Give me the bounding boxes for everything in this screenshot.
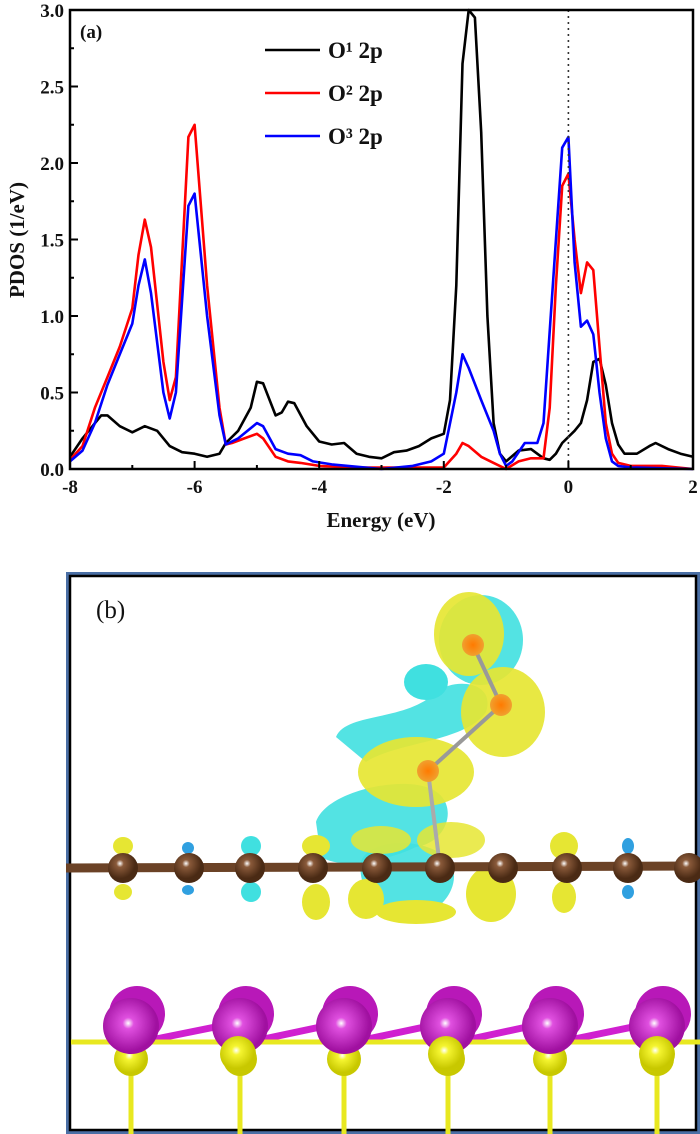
oxygen-atom [490, 694, 512, 716]
series-line-2 [69, 123, 694, 471]
carbon-atom [488, 853, 518, 883]
pdos-chart: -8 -6 -4 -2 0 2 0.0 0.5 1.0 1.5 2.0 2.5 3.0 (a) O¹ 2… [5, 1, 698, 532]
y-tick-label: 2.5 [40, 78, 64, 99]
plot-lines [68, 8, 694, 471]
legend: O¹ 2p O² 2p O³ 2p [265, 38, 383, 149]
o3-molecule [417, 634, 512, 868]
x-tick-label: 0 [564, 477, 574, 498]
molybdenum-atom [316, 998, 372, 1054]
x-tick-label: 2 [688, 477, 698, 498]
y-tick-label: 1.0 [40, 307, 64, 328]
x-axis-title: Energy (eV) [326, 508, 435, 532]
carbon-atom [362, 853, 392, 883]
charge-isosurfaces [113, 592, 634, 924]
y-axis-title: PDOS (1/eV) [5, 182, 29, 298]
oxygen-atom [417, 760, 439, 782]
molybdenum-atom [629, 998, 685, 1054]
carbon-atom [552, 853, 582, 883]
x-tick-label: -2 [436, 477, 452, 498]
legend-label-3: O³ 2p [328, 124, 383, 149]
molybdenum-atom [522, 998, 578, 1054]
y-tick-label: 0.0 [40, 460, 64, 481]
x-tick-label: -4 [311, 477, 327, 498]
graphene-layer [66, 853, 700, 883]
carbon-atom [674, 853, 700, 883]
carbon-atom [108, 853, 138, 883]
y-tick-label: 3.0 [40, 1, 64, 22]
carbon-atom [425, 853, 455, 883]
panel-label-a: (a) [80, 22, 102, 43]
y-tick-label: 2.0 [40, 154, 64, 175]
sulfur-atom [639, 1036, 675, 1072]
series-line-3 [69, 135, 694, 471]
legend-label-2: O² 2p [328, 81, 383, 106]
carbon-atom [298, 853, 328, 883]
mos2-layer [71, 986, 700, 1134]
legend-label-1: O¹ 2p [328, 38, 383, 63]
molybdenum-atom [103, 998, 159, 1054]
sulfur-atom [220, 1036, 256, 1072]
y-tick-label: 1.5 [40, 231, 64, 252]
molybdenum-atom [420, 998, 476, 1054]
charge-density-structure-image: (b) [66, 572, 700, 1134]
x-tick-label: -6 [187, 477, 203, 498]
x-tick-label: -8 [62, 477, 78, 498]
molybdenum-atom [212, 998, 268, 1054]
carbon-atom [235, 853, 265, 883]
panel-label-b: (b) [96, 597, 125, 624]
oxygen-atom [462, 634, 484, 656]
y-tick-label: 0.5 [40, 384, 64, 405]
axis-ticks: -8 -6 -4 -2 0 2 0.0 0.5 1.0 1.5 2.0 2.5 3.0 [40, 1, 698, 498]
carbon-atom [174, 853, 204, 883]
sulfur-atom [428, 1036, 464, 1072]
carbon-atom [613, 853, 643, 883]
